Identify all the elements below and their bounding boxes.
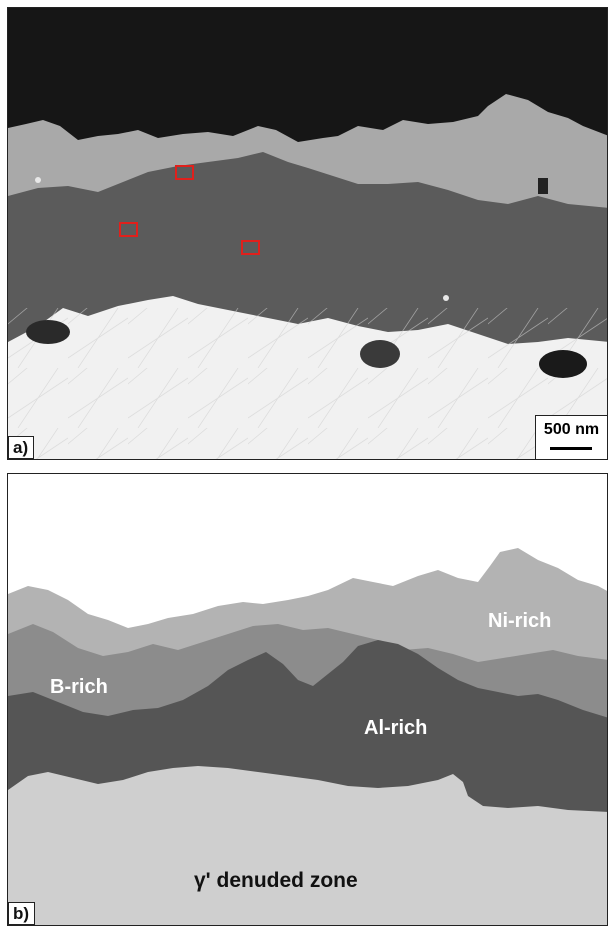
sem-micrograph-panel: a) 500 nm [7,7,608,460]
phase-map-panel: Ni-rich B-rich Al-rich γ' denuded zone b… [7,473,608,926]
roi-box [175,165,194,180]
sem-image [8,8,607,459]
pore [26,320,70,344]
roi-box [241,240,260,255]
scale-bar-label: 500 nm [543,421,600,438]
scale-bar-line [550,447,592,450]
gamma-prime-label: γ' denuded zone [194,869,358,892]
panel-label-a: a) [8,436,35,459]
roi-box [119,222,138,237]
ni-rich-label: Ni-rich [488,610,552,632]
pore [539,350,587,378]
phase-map [8,474,607,925]
b-rich-label: B-rich [50,676,108,698]
scale-bar: 500 nm [535,415,607,459]
panel-label-b: b) [8,902,36,925]
al-rich-label: Al-rich [364,717,428,739]
gamma-prime-denuded-zone [8,766,607,925]
pore [360,340,400,368]
